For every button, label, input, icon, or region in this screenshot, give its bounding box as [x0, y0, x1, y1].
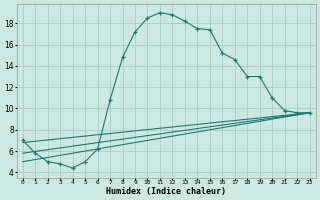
X-axis label: Humidex (Indice chaleur): Humidex (Indice chaleur) [106, 187, 226, 196]
